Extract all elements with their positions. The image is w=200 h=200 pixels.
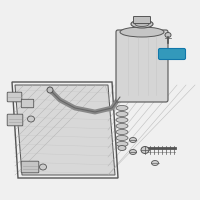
Ellipse shape: [152, 160, 158, 166]
Ellipse shape: [116, 106, 128, 110]
FancyBboxPatch shape: [21, 161, 39, 173]
Ellipse shape: [130, 138, 136, 142]
Ellipse shape: [40, 164, 46, 170]
Ellipse shape: [135, 21, 149, 26]
Ellipse shape: [131, 20, 153, 28]
Ellipse shape: [116, 123, 128, 129]
FancyBboxPatch shape: [158, 48, 186, 60]
Ellipse shape: [116, 142, 128, 146]
Ellipse shape: [47, 87, 53, 93]
Ellipse shape: [120, 27, 164, 37]
Ellipse shape: [116, 130, 128, 134]
FancyBboxPatch shape: [116, 30, 168, 102]
FancyBboxPatch shape: [7, 92, 22, 102]
FancyBboxPatch shape: [7, 114, 23, 126]
Ellipse shape: [116, 136, 128, 140]
Ellipse shape: [116, 117, 128, 122]
Ellipse shape: [141, 146, 149, 154]
Ellipse shape: [165, 32, 171, 38]
FancyBboxPatch shape: [134, 17, 151, 23]
Ellipse shape: [118, 146, 126, 150]
Ellipse shape: [130, 150, 136, 154]
Ellipse shape: [116, 112, 128, 116]
Polygon shape: [15, 85, 115, 175]
Ellipse shape: [28, 116, 35, 122]
FancyBboxPatch shape: [21, 99, 34, 108]
